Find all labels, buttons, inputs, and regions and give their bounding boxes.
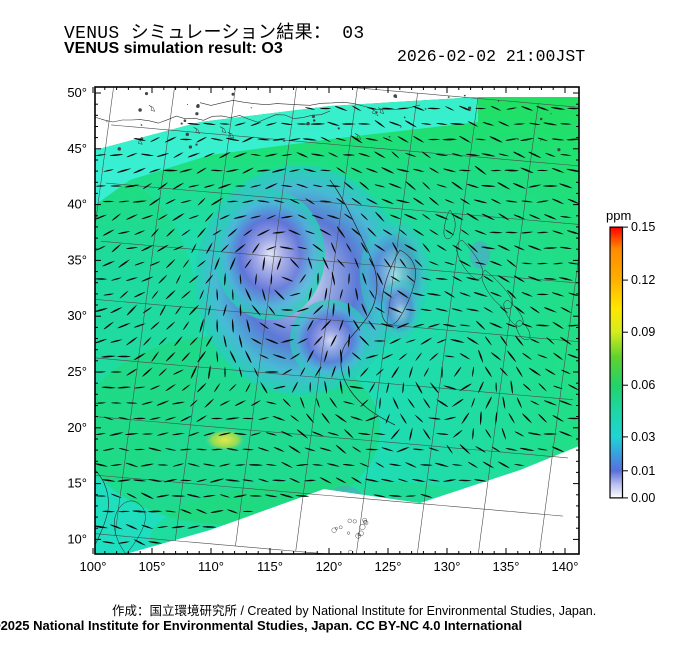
- svg-text:40°: 40°: [67, 197, 87, 212]
- svg-text:105°: 105°: [139, 559, 166, 574]
- svg-text:125°: 125°: [375, 559, 402, 574]
- svg-text:10°: 10°: [67, 531, 87, 546]
- svg-text:115°: 115°: [257, 559, 283, 574]
- svg-text:20°: 20°: [67, 420, 87, 435]
- svg-text:50°: 50°: [67, 85, 87, 100]
- svg-text:100°: 100°: [80, 559, 107, 574]
- svg-text:0.00: 0.00: [631, 491, 655, 505]
- svg-text:0.06: 0.06: [631, 378, 655, 392]
- svg-text:0.01: 0.01: [631, 464, 655, 478]
- svg-text:30°: 30°: [67, 308, 87, 323]
- svg-text:15°: 15°: [67, 476, 87, 491]
- svg-text:35°: 35°: [67, 252, 87, 267]
- svg-text:130°: 130°: [434, 559, 461, 574]
- svg-text:0.15: 0.15: [631, 220, 655, 234]
- svg-text:140°: 140°: [552, 559, 579, 574]
- svg-text:25°: 25°: [67, 364, 87, 379]
- svg-text:45°: 45°: [67, 141, 87, 156]
- svg-text:110°: 110°: [198, 559, 224, 574]
- svg-text:120°: 120°: [316, 559, 343, 574]
- svg-text:0.09: 0.09: [631, 325, 655, 339]
- svg-text:135°: 135°: [493, 559, 520, 574]
- svg-text:0.12: 0.12: [631, 273, 655, 287]
- svg-text:ppm: ppm: [606, 208, 631, 223]
- svg-text:0.03: 0.03: [631, 430, 655, 444]
